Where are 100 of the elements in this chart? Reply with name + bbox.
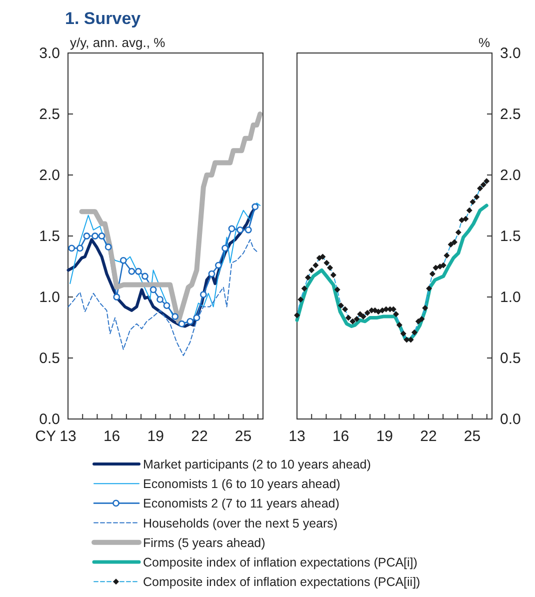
y-axis-title: y/y, ann. avg., % — [70, 35, 166, 50]
x-tick-label: 13 — [288, 428, 306, 445]
x-tick-label: 22 — [191, 428, 208, 445]
point — [466, 207, 472, 214]
x-tick-label: 13 — [60, 428, 76, 445]
point — [342, 306, 348, 312]
point — [172, 313, 179, 320]
point — [357, 311, 364, 318]
point — [252, 203, 259, 210]
x-tick-label: 25 — [234, 428, 252, 445]
y-tick-label: 1.5 — [39, 228, 60, 245]
point — [429, 270, 436, 277]
x-axis-title: CY — [35, 428, 56, 445]
legend-label: Firms (5 years ahead) — [143, 536, 266, 550]
point — [334, 286, 340, 293]
point — [477, 185, 484, 192]
point — [455, 229, 462, 236]
y-tick-label: 2.0 — [39, 167, 60, 184]
y-tick-label: 1.0 — [39, 289, 60, 306]
y2-tick-label: 0.5 — [500, 350, 521, 367]
point — [338, 302, 344, 309]
point — [120, 256, 127, 264]
point — [364, 310, 370, 316]
line-series — [68, 239, 259, 356]
point — [244, 226, 252, 234]
point — [113, 294, 120, 300]
y2-tick-label: 0.0 — [500, 411, 521, 428]
point — [134, 268, 142, 275]
point — [163, 302, 170, 309]
point — [304, 274, 311, 280]
point — [484, 178, 490, 184]
point — [411, 329, 418, 336]
point — [294, 312, 300, 318]
point — [104, 244, 112, 250]
point — [393, 311, 400, 318]
x-tick-label: 16 — [332, 428, 350, 445]
point — [98, 232, 106, 240]
point — [345, 314, 352, 321]
legend-label: Market participants (2 to 10 years ahead) — [143, 458, 371, 472]
point — [142, 272, 148, 280]
point — [92, 232, 98, 240]
point — [208, 270, 216, 278]
y-tick-label: 2.5 — [39, 106, 60, 123]
point — [298, 296, 304, 302]
y2-tick-label: 1.0 — [500, 289, 521, 306]
point — [193, 314, 200, 322]
point — [360, 314, 366, 320]
chart-title: 1. Survey — [65, 9, 142, 28]
y2-tick-label: 2.0 — [500, 167, 521, 184]
point — [444, 252, 450, 259]
x-tick-label: 22 — [420, 428, 437, 445]
point — [330, 272, 336, 278]
point — [301, 285, 308, 292]
legend-label: Composite index of inflation expectations (PCA[ii]) — [143, 575, 420, 590]
y-tick-label: 0.5 — [39, 350, 60, 367]
y2-tick-label: 1.5 — [500, 228, 521, 245]
point — [415, 318, 422, 324]
legend-label: Economists 1 (6 to 10 years ahead) — [143, 477, 340, 492]
legend-label: Households (over the next 5 years) — [143, 516, 338, 530]
y2-tick-label: 3.0 — [500, 45, 521, 62]
point — [458, 217, 465, 224]
point — [396, 322, 402, 328]
point — [448, 242, 454, 248]
x-tick-label: 16 — [103, 428, 120, 445]
point — [418, 316, 425, 322]
point — [150, 286, 157, 294]
point — [156, 296, 164, 303]
point — [76, 244, 84, 252]
y2-tick-label: 2.5 — [500, 106, 521, 123]
point — [68, 244, 76, 252]
point — [426, 285, 432, 292]
point — [312, 262, 319, 268]
point — [422, 304, 428, 311]
point — [186, 318, 194, 325]
point — [215, 262, 222, 269]
y-tick-label: 3.0 — [39, 45, 60, 62]
point — [432, 264, 439, 271]
point — [178, 320, 186, 328]
x-tick-label: 19 — [147, 428, 164, 445]
x-tick-label: 19 — [376, 428, 393, 445]
line-series — [295, 204, 488, 342]
point — [379, 307, 386, 314]
x-tick-label: 25 — [464, 428, 481, 445]
point — [327, 264, 334, 271]
point — [83, 232, 90, 240]
point — [474, 194, 480, 200]
point — [462, 216, 469, 222]
y-tick-label: 0.0 — [39, 411, 60, 428]
point — [324, 260, 330, 266]
point — [451, 239, 458, 246]
point — [354, 316, 360, 322]
point — [200, 291, 207, 298]
point — [128, 268, 136, 275]
point — [222, 244, 228, 252]
point — [480, 182, 486, 188]
legend-label: Composite index of inflation expectations (PCA[i]) — [143, 556, 418, 570]
point — [236, 226, 244, 234]
y2-axis-title: % — [478, 35, 490, 50]
point — [308, 267, 315, 274]
point — [320, 254, 326, 260]
